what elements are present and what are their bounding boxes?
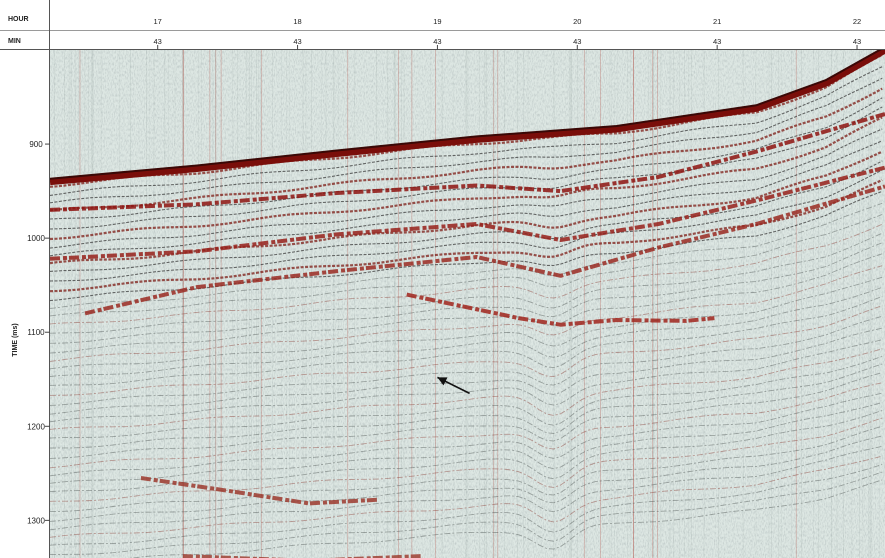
sediment-layer	[50, 265, 883, 362]
sediment-layer	[50, 327, 883, 415]
sediment-layer	[50, 87, 883, 212]
strong-reflector	[50, 112, 885, 212]
sediment-layer	[50, 140, 883, 257]
x-tick-hour-label: 18	[293, 17, 301, 26]
sediment-layer	[50, 128, 883, 249]
sediment-layer	[50, 97, 883, 220]
sediment-layer	[50, 160, 883, 272]
sediment-layer	[50, 410, 883, 493]
strong-reflector	[50, 165, 885, 261]
sediment-layer	[50, 106, 883, 230]
sediment-layer	[50, 276, 883, 370]
strong-reflectors	[50, 50, 885, 558]
sediment-layer	[50, 425, 883, 513]
strong-reflector	[84, 184, 885, 316]
y-tick-label: 1200	[27, 422, 45, 431]
x-tick-min-label: 43	[154, 37, 162, 46]
x-tick-hour-label: 17	[154, 17, 162, 26]
x-tick-min-label: 43	[433, 37, 441, 46]
sediment-layer	[50, 150, 883, 265]
sediment-layer	[50, 435, 883, 522]
sediment-layer	[50, 223, 883, 325]
sediment-layer	[128, 479, 883, 558]
sediment-layer	[50, 213, 883, 317]
seafloor-reflector-edge	[50, 50, 882, 180]
x-tick-hour-label: 19	[433, 17, 441, 26]
x-tick-hour-label: 22	[853, 17, 861, 26]
sediment-layer	[50, 232, 883, 334]
x-tick-min-label: 43	[293, 37, 301, 46]
x-axis-ticks: 17 43 18 43 19 43 20 43 21 43 22 43	[154, 17, 861, 50]
y-axis-ticks: 900 1000 1100 1200 1300	[27, 140, 50, 525]
x-tick-min-label: 43	[573, 37, 581, 46]
sediment-layer	[50, 242, 883, 344]
plot-area	[50, 50, 885, 558]
y-tick-label: 1000	[27, 234, 45, 243]
sediment-layer	[50, 363, 883, 449]
x-tick-hour-label: 21	[713, 17, 721, 26]
header-row-hour-label: HOUR	[8, 16, 29, 23]
sediment-layer	[50, 202, 883, 310]
x-tick-min-label: 43	[713, 37, 721, 46]
annotation-arrow	[437, 376, 470, 395]
sediment-layer	[50, 66, 883, 196]
sediment-layer	[50, 116, 883, 241]
y-tick-label: 1300	[27, 516, 45, 525]
sediment-layer	[50, 401, 883, 484]
sediment-layer	[50, 348, 883, 430]
sediment-layer	[50, 355, 883, 439]
y-axis: TIME (ms) 900 1000 1100 1200 1300	[12, 140, 50, 525]
x-tick-hour-label: 20	[573, 17, 581, 26]
y-axis-title: TIME (ms)	[12, 323, 19, 356]
sediment-layer	[50, 372, 883, 459]
header-row-min-label: MIN	[8, 38, 21, 45]
sediment-layer	[50, 253, 883, 354]
sediment-layer	[50, 417, 883, 502]
strong-reflector	[140, 476, 379, 506]
sediment-layer	[50, 445, 883, 531]
sediment-layer	[50, 305, 883, 396]
y-tick-label: 900	[29, 140, 43, 149]
sediment-layer	[50, 190, 883, 302]
sediment-layer	[50, 464, 883, 546]
sediment-layer	[50, 295, 883, 386]
sediment-layer	[50, 392, 883, 477]
sediment-layer	[50, 77, 883, 204]
sediment-layer	[50, 286, 883, 377]
x-tick-min-label: 43	[853, 37, 861, 46]
strong-reflector	[406, 292, 715, 327]
sediment-layer	[50, 455, 883, 538]
y-tick-label: 1100	[27, 328, 45, 337]
sediment-layer	[50, 315, 883, 406]
sediment-layer	[50, 471, 883, 556]
sediment-layer	[50, 382, 883, 469]
sediment-layer	[50, 169, 883, 282]
arrow-head	[437, 377, 448, 386]
seafloor-reflector	[50, 50, 885, 186]
